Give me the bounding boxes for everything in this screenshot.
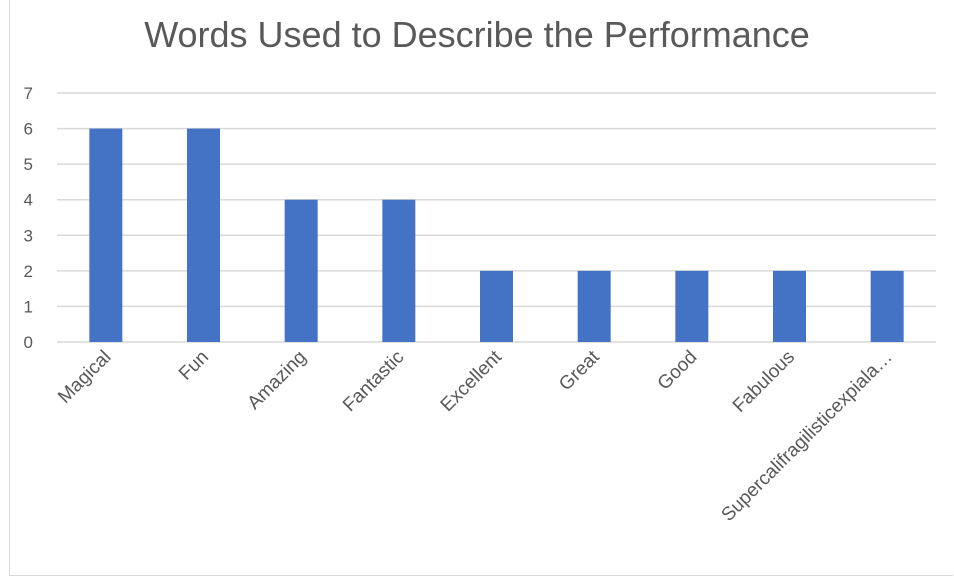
chart-title: Words Used to Describe the Performance <box>144 14 810 55</box>
bar-excellent <box>480 270 513 342</box>
x-tick-label: Supercalifragilisticexpiala… <box>718 347 897 526</box>
y-tick-label: 3 <box>24 226 33 245</box>
y-tick-label: 1 <box>24 297 33 316</box>
x-tick-label: Good <box>654 347 702 395</box>
bar-fabulous <box>773 270 806 342</box>
x-axis-ticks: Magical Fun Amazing Fantastic Excellent Great… <box>54 346 896 526</box>
bar-magical <box>89 128 123 342</box>
bar-amazing <box>284 199 318 342</box>
x-tick-label: Fun <box>175 347 213 385</box>
x-tick-label: Fabulous <box>729 347 799 417</box>
y-axis-ticks: 0 1 2 3 4 5 6 7 <box>24 84 33 352</box>
bar-fantastic <box>382 199 416 342</box>
x-tick-label: Excellent <box>437 346 507 416</box>
y-tick-label: 5 <box>24 155 33 174</box>
y-tick-label: 0 <box>24 333 33 352</box>
y-tick-label: 6 <box>24 120 33 139</box>
bar-fun <box>187 128 220 342</box>
y-tick-label: 4 <box>24 191 33 210</box>
x-tick-label: Fantastic <box>339 347 408 416</box>
bars <box>89 128 904 342</box>
bar-good <box>675 270 709 342</box>
x-tick-label: Great <box>555 346 604 395</box>
bar-supercalifragilisticexpiala <box>870 270 904 342</box>
x-tick-label: Amazing <box>244 347 311 414</box>
y-tick-label: 7 <box>24 84 33 103</box>
bar-great <box>577 270 611 342</box>
x-tick-label: Magical <box>54 347 115 408</box>
y-tick-label: 2 <box>24 262 33 281</box>
